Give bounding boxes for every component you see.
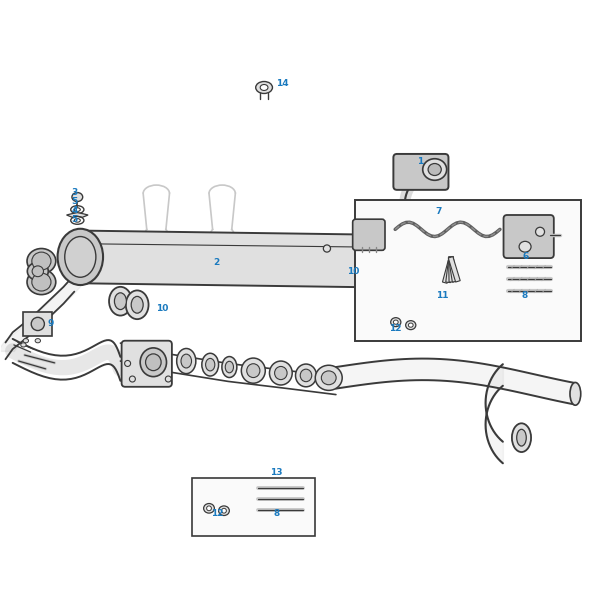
- Bar: [449, 257, 454, 282]
- Ellipse shape: [323, 245, 331, 252]
- Ellipse shape: [202, 353, 218, 376]
- Ellipse shape: [126, 290, 149, 319]
- Ellipse shape: [72, 193, 83, 202]
- Ellipse shape: [367, 268, 377, 284]
- Text: 14: 14: [276, 79, 289, 88]
- Ellipse shape: [166, 376, 171, 382]
- Ellipse shape: [23, 338, 29, 343]
- FancyBboxPatch shape: [353, 219, 385, 250]
- Text: 12: 12: [211, 509, 224, 518]
- Ellipse shape: [296, 364, 316, 387]
- Ellipse shape: [225, 361, 233, 373]
- Polygon shape: [79, 230, 402, 288]
- Ellipse shape: [221, 508, 226, 513]
- Ellipse shape: [65, 236, 96, 277]
- FancyBboxPatch shape: [503, 215, 554, 258]
- Bar: [446, 257, 454, 283]
- Ellipse shape: [222, 356, 237, 377]
- Ellipse shape: [517, 429, 526, 446]
- Ellipse shape: [400, 257, 416, 274]
- FancyBboxPatch shape: [394, 154, 448, 190]
- Text: 1: 1: [417, 157, 423, 166]
- Ellipse shape: [322, 371, 336, 385]
- Ellipse shape: [428, 164, 441, 175]
- Ellipse shape: [315, 365, 342, 391]
- Text: 2: 2: [213, 259, 220, 268]
- Ellipse shape: [269, 361, 292, 385]
- Ellipse shape: [409, 323, 413, 327]
- Bar: [442, 258, 454, 283]
- Ellipse shape: [35, 338, 41, 343]
- Text: 13: 13: [270, 468, 283, 477]
- Polygon shape: [67, 212, 88, 217]
- Ellipse shape: [146, 354, 161, 371]
- Ellipse shape: [140, 348, 167, 377]
- Ellipse shape: [203, 503, 214, 513]
- Ellipse shape: [512, 424, 531, 452]
- Text: 12: 12: [389, 324, 401, 333]
- Ellipse shape: [32, 266, 43, 277]
- Text: 8: 8: [273, 509, 280, 518]
- Ellipse shape: [247, 364, 260, 377]
- Ellipse shape: [406, 320, 416, 329]
- Text: 3: 3: [71, 188, 77, 197]
- Ellipse shape: [32, 273, 51, 291]
- Bar: [448, 257, 460, 282]
- Text: 11: 11: [436, 291, 449, 300]
- Ellipse shape: [181, 354, 191, 368]
- Text: 10: 10: [347, 267, 359, 276]
- Ellipse shape: [58, 229, 103, 285]
- Ellipse shape: [536, 227, 545, 236]
- Ellipse shape: [394, 320, 398, 324]
- Ellipse shape: [115, 293, 127, 310]
- Ellipse shape: [519, 241, 531, 252]
- Ellipse shape: [392, 249, 424, 281]
- Text: 7: 7: [435, 207, 442, 216]
- Ellipse shape: [570, 382, 581, 405]
- Ellipse shape: [32, 252, 51, 270]
- Ellipse shape: [131, 296, 143, 313]
- Bar: [448, 256, 457, 282]
- Bar: [192, 478, 315, 536]
- Ellipse shape: [241, 358, 265, 383]
- Ellipse shape: [260, 85, 268, 91]
- Ellipse shape: [28, 262, 48, 280]
- Ellipse shape: [300, 369, 312, 382]
- Text: 8: 8: [521, 291, 528, 300]
- Text: 4: 4: [71, 206, 78, 215]
- Ellipse shape: [256, 82, 272, 94]
- Ellipse shape: [176, 349, 196, 374]
- Text: 5: 5: [71, 197, 77, 206]
- Ellipse shape: [391, 244, 413, 279]
- Ellipse shape: [423, 159, 446, 180]
- FancyBboxPatch shape: [122, 341, 172, 387]
- Ellipse shape: [384, 238, 420, 286]
- Ellipse shape: [206, 358, 215, 371]
- Ellipse shape: [125, 361, 131, 367]
- Ellipse shape: [391, 317, 401, 326]
- Bar: [355, 200, 581, 341]
- Ellipse shape: [27, 269, 56, 295]
- Ellipse shape: [21, 343, 26, 347]
- Ellipse shape: [27, 248, 56, 274]
- Bar: [23, 312, 52, 336]
- Text: 6: 6: [523, 253, 529, 262]
- Text: 10: 10: [157, 304, 169, 313]
- Text: 9: 9: [47, 319, 54, 328]
- Ellipse shape: [218, 506, 229, 515]
- Ellipse shape: [385, 241, 431, 289]
- Ellipse shape: [361, 262, 383, 290]
- Ellipse shape: [109, 287, 132, 316]
- Text: 5: 5: [71, 215, 77, 224]
- Ellipse shape: [275, 367, 287, 380]
- Ellipse shape: [31, 317, 44, 331]
- Ellipse shape: [130, 376, 136, 382]
- Ellipse shape: [206, 506, 211, 511]
